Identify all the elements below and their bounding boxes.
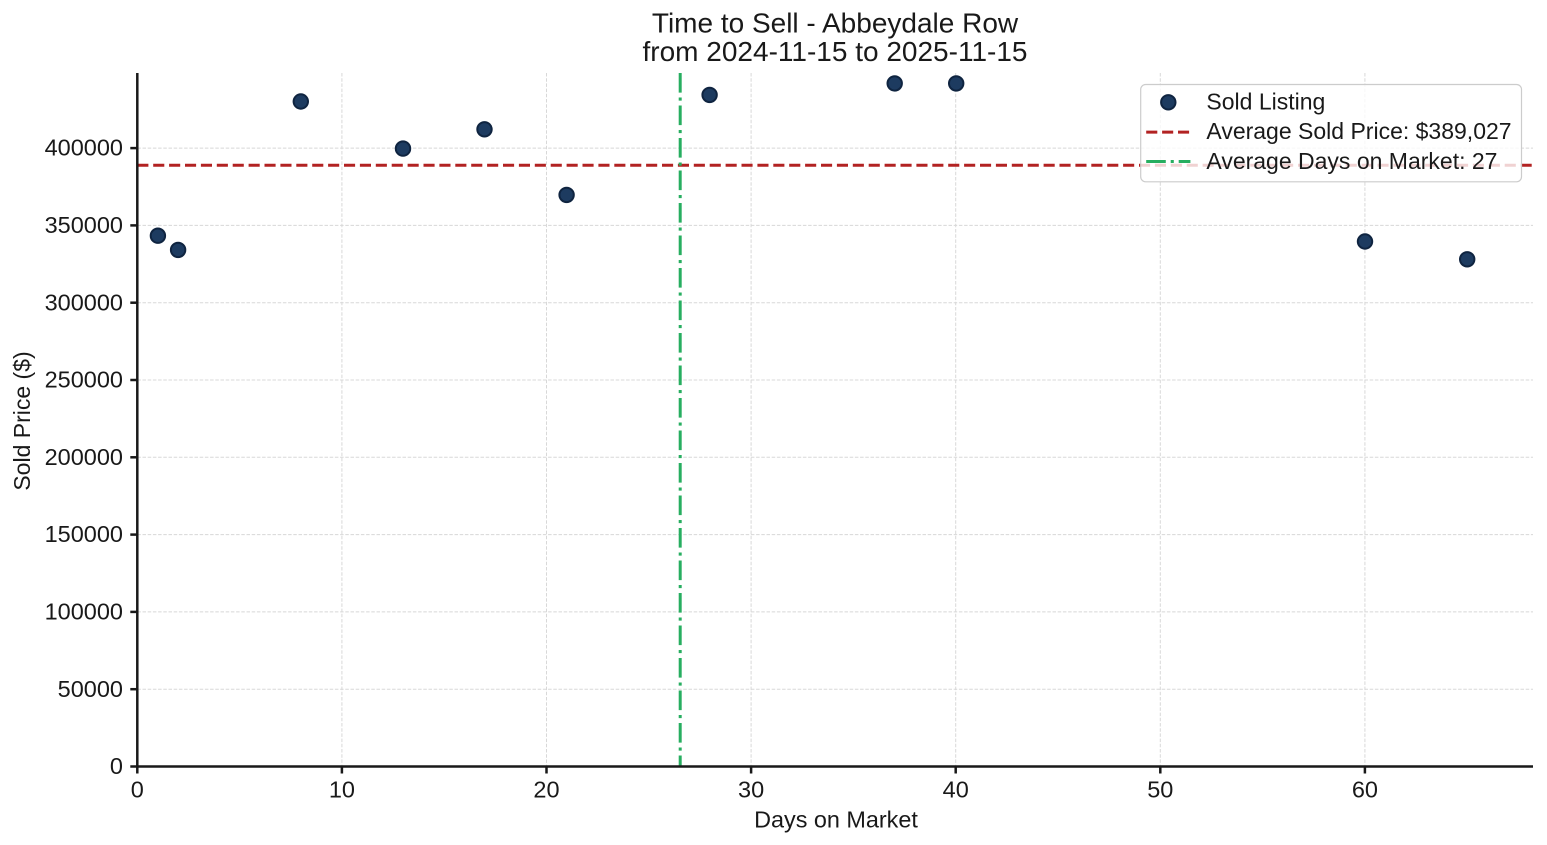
svg-text:Sold Listing: Sold Listing: [1206, 88, 1325, 114]
svg-text:200000: 200000: [45, 444, 123, 470]
svg-text:0: 0: [110, 753, 123, 779]
svg-text:from 2024-11-15 to 2025-11-15: from 2024-11-15 to 2025-11-15: [643, 36, 1028, 67]
svg-text:10: 10: [329, 777, 355, 803]
svg-text:20: 20: [533, 777, 559, 803]
svg-text:40: 40: [943, 777, 969, 803]
svg-text:50000: 50000: [58, 676, 123, 702]
svg-text:0: 0: [131, 777, 144, 803]
svg-text:50: 50: [1147, 777, 1173, 803]
svg-text:Sold Price ($): Sold Price ($): [9, 351, 35, 490]
svg-text:60: 60: [1352, 777, 1378, 803]
svg-text:Average Days on Market: 27: Average Days on Market: 27: [1206, 148, 1497, 174]
svg-text:Days on Market: Days on Market: [754, 807, 918, 833]
svg-text:Time to Sell - Abbeydale Row: Time to Sell - Abbeydale Row: [652, 7, 1019, 38]
svg-text:400000: 400000: [45, 135, 123, 161]
svg-text:300000: 300000: [45, 289, 123, 315]
svg-text:100000: 100000: [45, 599, 123, 625]
svg-text:Average Sold Price: $389,027: Average Sold Price: $389,027: [1206, 118, 1511, 144]
svg-text:250000: 250000: [45, 367, 123, 393]
svg-text:30: 30: [738, 777, 764, 803]
svg-text:150000: 150000: [45, 521, 123, 547]
svg-text:350000: 350000: [45, 212, 123, 238]
